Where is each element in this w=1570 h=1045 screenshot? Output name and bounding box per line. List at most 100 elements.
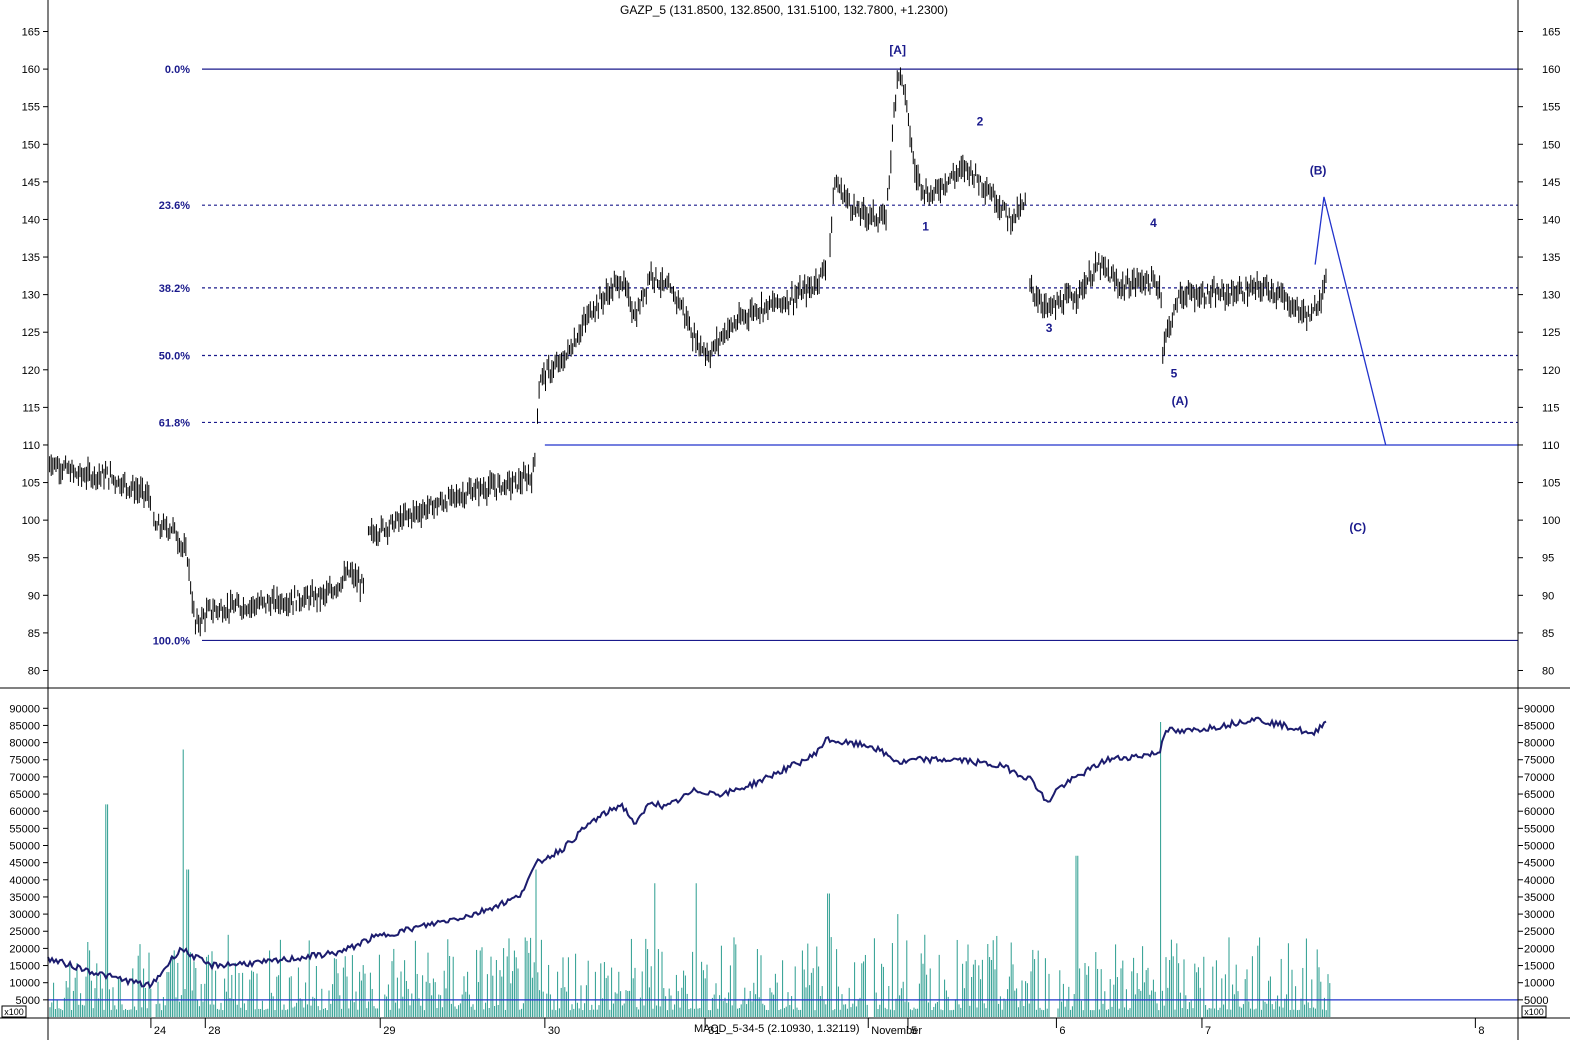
volume-tick-label-left: 10000 bbox=[9, 978, 40, 990]
indicator-label: MACD_5-34-5 (2.10930, 1.32119) bbox=[694, 1023, 860, 1035]
x-tick-label: 7 bbox=[1205, 1025, 1211, 1037]
wave-label: (C) bbox=[1349, 520, 1366, 534]
price-tick-label-left: 100 bbox=[22, 515, 40, 527]
price-tick-label-right: 85 bbox=[1542, 628, 1554, 640]
price-tick-label-right: 100 bbox=[1542, 515, 1560, 527]
price-tick-label-left: 120 bbox=[22, 365, 40, 377]
price-tick-label-right: 125 bbox=[1542, 327, 1560, 339]
price-tick-label-left: 90 bbox=[28, 590, 40, 602]
volume-tick-label-right: 50000 bbox=[1524, 840, 1555, 852]
volume-tick-label-right: 75000 bbox=[1524, 755, 1555, 767]
volume-tick-label-right: 35000 bbox=[1524, 892, 1555, 904]
volume-tick-label-left: 90000 bbox=[9, 703, 40, 715]
x-tick-label: 5 bbox=[911, 1025, 917, 1037]
volume-tick-label-left: 35000 bbox=[9, 892, 40, 904]
wave-projection-line bbox=[1314, 196, 1387, 446]
price-tick-label-right: 115 bbox=[1542, 402, 1560, 414]
volume-tick-label-left: 80000 bbox=[9, 738, 40, 750]
x-tick-label: 29 bbox=[383, 1025, 395, 1037]
unit-badge-left bbox=[1, 1005, 27, 1018]
price-tick-label-right: 80 bbox=[1542, 665, 1554, 677]
price-tick-label-right: 105 bbox=[1542, 478, 1560, 490]
price-tick-label-right: 110 bbox=[1542, 440, 1560, 452]
price-tick-label-right: 160 bbox=[1542, 64, 1560, 76]
chart-title: GAZP_5 (131.8500, 132.8500, 131.5100, 13… bbox=[620, 3, 948, 17]
volume-tick-label-right: 90000 bbox=[1524, 703, 1555, 715]
price-tick-label-left: 105 bbox=[22, 478, 40, 490]
price-tick-label-left: 110 bbox=[22, 440, 40, 452]
volume-tick-label-left: 20000 bbox=[9, 943, 40, 955]
price-tick-label-right: 155 bbox=[1542, 102, 1560, 114]
price-tick-label-right: 95 bbox=[1542, 553, 1554, 565]
price-tick-label-left: 145 bbox=[22, 177, 40, 189]
volume-tick-label-left: 15000 bbox=[9, 961, 40, 973]
unit-badge-text-left: x100 bbox=[4, 1007, 24, 1017]
volume-tick-label-right: 15000 bbox=[1524, 961, 1555, 973]
price-tick-label-left: 165 bbox=[22, 27, 40, 39]
volume-tick-label-right: 80000 bbox=[1524, 738, 1555, 750]
price-tick-label-left: 125 bbox=[22, 327, 40, 339]
volume-tick-label-right: 20000 bbox=[1524, 943, 1555, 955]
fib-level-label: 50.0% bbox=[159, 351, 190, 363]
x-tick-label: 31 bbox=[708, 1025, 720, 1037]
price-tick-label-right: 140 bbox=[1542, 214, 1560, 226]
wave-label: 2 bbox=[977, 114, 984, 128]
wave-label: (B) bbox=[1310, 163, 1327, 177]
volume-tick-label-left: 75000 bbox=[9, 755, 40, 767]
volume-tick-label-right: 45000 bbox=[1524, 858, 1555, 870]
wave-label: 1 bbox=[922, 220, 929, 234]
wave-label: 3 bbox=[1046, 321, 1053, 335]
volume-tick-label-left: 30000 bbox=[9, 909, 40, 921]
obv-line bbox=[47, 716, 1327, 990]
unit-badge-text-right: x100 bbox=[1524, 1007, 1544, 1017]
volume-tick-label-left: 65000 bbox=[9, 789, 40, 801]
volume-tick-label-right: 5000 bbox=[1524, 995, 1548, 1007]
volume-tick-label-left: 50000 bbox=[9, 840, 40, 852]
volume-tick-label-left: 5000 bbox=[16, 995, 40, 1007]
volume-tick-label-left: 60000 bbox=[9, 806, 40, 818]
volume-panel: 5000 5000 10000 10000 15000 15000 20000 20000 25… bbox=[1, 703, 1555, 1018]
price-tick-label-left: 140 bbox=[22, 214, 40, 226]
price-tick-label-left: 80 bbox=[28, 665, 40, 677]
fib-level-label: 23.6% bbox=[159, 200, 190, 212]
price-tick-label-right: 165 bbox=[1542, 27, 1560, 39]
price-tick-label-right: 150 bbox=[1542, 139, 1560, 151]
fib-level-label: 100.0% bbox=[153, 635, 191, 647]
price-tick-label-left: 150 bbox=[22, 139, 40, 151]
price-tick-label-left: 130 bbox=[22, 290, 40, 302]
wave-label: [A] bbox=[889, 43, 906, 57]
wave-label: 4 bbox=[1150, 216, 1157, 230]
fib-level-label: 0.0% bbox=[165, 64, 190, 76]
volume-tick-label-right: 55000 bbox=[1524, 823, 1555, 835]
x-tick-label: November bbox=[871, 1025, 922, 1037]
volume-tick-label-left: 45000 bbox=[9, 858, 40, 870]
price-tick-label-right: 145 bbox=[1542, 177, 1560, 189]
volume-tick-label-right: 70000 bbox=[1524, 772, 1555, 784]
x-tick-label: 28 bbox=[208, 1025, 220, 1037]
price-tick-label-left: 160 bbox=[22, 64, 40, 76]
x-tick-label: 30 bbox=[548, 1025, 560, 1037]
price-tick-label-right: 120 bbox=[1542, 365, 1560, 377]
fib-level-label: 38.2% bbox=[159, 283, 190, 295]
x-tick-label: 24 bbox=[154, 1025, 166, 1037]
volume-tick-label-right: 60000 bbox=[1524, 806, 1555, 818]
volume-tick-label-right: 10000 bbox=[1524, 978, 1555, 990]
x-tick-label: 6 bbox=[1059, 1025, 1065, 1037]
price-tick-label-right: 135 bbox=[1542, 252, 1560, 264]
wave-label: 5 bbox=[1171, 366, 1178, 380]
x-tick-label: 8 bbox=[1478, 1025, 1484, 1037]
price-tick-label-left: 95 bbox=[28, 553, 40, 565]
price-tick-label-left: 115 bbox=[22, 402, 40, 414]
volume-tick-label-right: 40000 bbox=[1524, 875, 1555, 887]
fib-level-label: 61.8% bbox=[159, 417, 190, 429]
volume-tick-label-right: 85000 bbox=[1524, 720, 1555, 732]
volume-tick-label-left: 70000 bbox=[9, 772, 40, 784]
price-tick-label-right: 130 bbox=[1542, 290, 1560, 302]
price-tick-label-right: 90 bbox=[1542, 590, 1554, 602]
price-tick-label-left: 155 bbox=[22, 102, 40, 114]
wave-label: (A) bbox=[1172, 394, 1189, 408]
